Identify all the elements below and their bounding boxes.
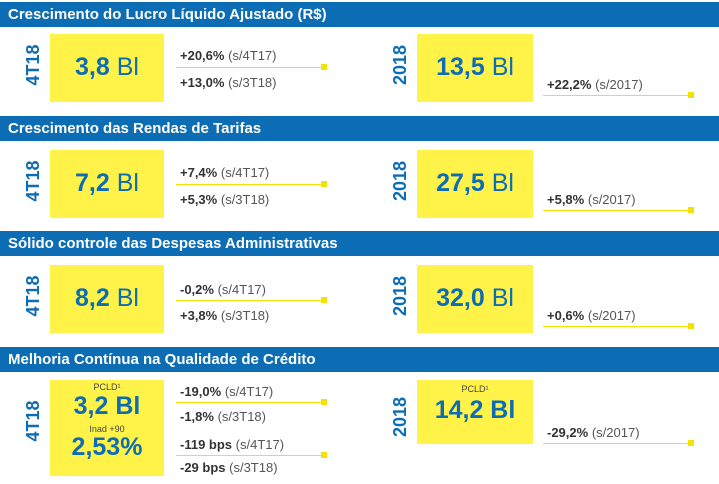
cmp-marker [321,452,327,458]
year-cmp: +5,8% (s/2017) [547,192,636,207]
quarter-label: 4T18 [23,275,43,317]
cmp-marker [321,181,327,187]
year-value: 13,5 Bl [436,53,514,81]
section-header-admin-expenses: Sólido controle das Despesas Administrat… [0,231,719,256]
inad-value: 2,53% [71,433,143,461]
cmp-marker [688,207,694,213]
quarter-cmp-3: -119 bps (s/4T17) [180,437,285,452]
year-value-box: 13,5 Bl [417,34,533,102]
year-value-box: 27,5 Bl [417,150,533,218]
quarter-value-box: 8,2 Bl [50,265,164,333]
cmp-underline [176,67,324,68]
year-label: 2018 [390,396,410,438]
inad-label: Inad +90 [89,424,125,434]
cmp-marker [688,440,694,446]
quarter-cmp-2: +3,8% (s/3T18) [180,308,270,323]
pcld-value: 14,2 Bl [434,396,516,424]
year-cmp: -29,2% (s/2017) [547,425,640,440]
quarter-value: 3,8 Bl [75,53,139,81]
year-value-box: 32,0 Bl [417,265,533,333]
cmp-underline [176,455,324,456]
cmp-underline [543,210,691,211]
quarter-cmp-1: +20,6% (s/4T17) [180,48,277,63]
cmp-marker [688,323,694,329]
quarter-label: 4T18 [23,160,43,202]
quarter-label: 4T18 [23,400,43,442]
quarter-cmp-1: -0,2% (s/4T17) [180,282,266,297]
quarter-cmp-2: +13,0% (s/3T18) [180,75,277,90]
year-label: 2018 [390,44,410,86]
cmp-underline [543,95,691,96]
pcld-label: PCLD¹ [93,382,121,392]
cmp-marker [321,297,327,303]
section-header-fee-income: Crescimento das Rendas de Tarifas [0,116,719,141]
quarter-cmp-2: +5,3% (s/3T18) [180,192,270,207]
section-header-credit-quality: Melhoria Contínua na Qualidade de Crédit… [0,347,719,372]
cmp-underline [543,326,691,327]
pcld-label: PCLD¹ [461,384,489,394]
cmp-marker [688,92,694,98]
quarter-value-box: 3,8 Bl [50,34,164,102]
quarter-value: 8,2 Bl [75,284,139,312]
quarter-value-box: PCLD¹ 3,2 Bl Inad +90 2,53% [50,380,164,476]
quarter-value: 7,2 Bl [75,169,139,197]
year-label: 2018 [390,275,410,317]
cmp-underline [176,402,324,403]
quarter-value-box: 7,2 Bl [50,150,164,218]
cmp-underline [176,300,324,301]
cmp-underline [176,184,324,185]
quarter-cmp-1: -19,0% (s/4T17) [180,384,274,399]
year-label: 2018 [390,160,410,202]
year-cmp: +0,6% (s/2017) [547,308,636,323]
quarter-cmp-2: -1,8% (s/3T18) [180,409,266,424]
year-value: 32,0 Bl [436,284,514,312]
quarter-cmp-4: -29 bps (s/3T18) [180,460,278,475]
quarter-cmp-1: +7,4% (s/4T17) [180,165,270,180]
pcld-value: 3,2 Bl [73,392,141,420]
quarter-label: 4T18 [23,44,43,86]
cmp-marker [321,64,327,70]
year-value-box: PCLD¹ 14,2 Bl [417,380,533,444]
section-header-net-income: Crescimento do Lucro Líquido Ajustado (R… [0,2,719,27]
year-value: 27,5 Bl [436,169,514,197]
cmp-marker [321,399,327,405]
cmp-underline [543,443,691,444]
year-cmp: +22,2% (s/2017) [547,77,643,92]
